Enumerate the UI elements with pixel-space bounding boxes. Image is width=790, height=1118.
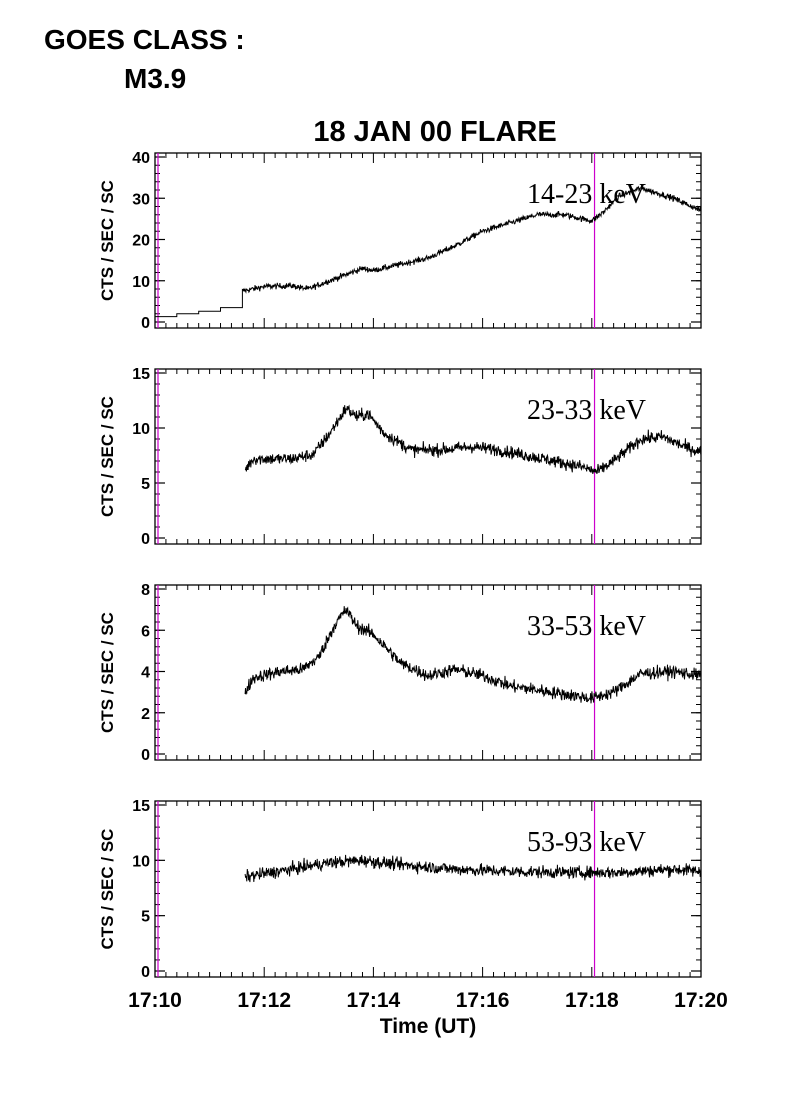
chart-title: 18 JAN 00 FLARE [313, 116, 556, 148]
goes-class-value: M3.9 [124, 63, 187, 94]
energy-band-label: 23-33 keV [527, 395, 646, 426]
x-tick-label: 17:16 [456, 989, 510, 1012]
y-tick-label: 6 [141, 623, 150, 640]
energy-band-label: 53-93 keV [527, 827, 646, 858]
y-tick-label: 10 [132, 421, 150, 438]
x-tick-label: 17:14 [347, 989, 401, 1012]
y-tick-label: 4 [141, 665, 150, 682]
y-tick-label: 5 [141, 476, 150, 493]
y-axis-label: CTS / SEC / SC [98, 612, 117, 733]
count-rate-trace [244, 854, 702, 883]
x-tick-label: 17:20 [674, 989, 728, 1012]
y-tick-label: 20 [132, 233, 150, 250]
x-tick-label: 17:18 [565, 989, 619, 1012]
y-tick-label: 40 [132, 150, 150, 167]
y-tick-label: 0 [141, 747, 150, 764]
energy-band-label: 33-53 keV [527, 611, 646, 642]
x-tick-label: 17:10 [128, 989, 182, 1012]
y-tick-label: 0 [141, 315, 150, 332]
panel-2: 0 5 10 15 CTS / SEC / SC 23-33 keV [98, 366, 702, 548]
x-axis-label: Time (UT) [380, 1015, 476, 1038]
y-tick-label: 30 [132, 191, 150, 208]
y-tick-label: 15 [132, 366, 150, 383]
y-axis-label: CTS / SEC / SC [98, 180, 117, 301]
y-tick-label: 10 [132, 853, 150, 870]
x-tick-label: 17:12 [237, 989, 291, 1012]
panel-3: 0 2 4 6 8 CTS / SEC / SC 33-53 keV [98, 582, 702, 764]
goes-class-label: GOES CLASS : [44, 24, 245, 55]
y-tick-label: 0 [141, 531, 150, 548]
count-rate-trace [244, 606, 702, 704]
y-axis-label: CTS / SEC / SC [98, 396, 117, 517]
energy-band-label: 14-23 keV [527, 179, 646, 210]
panel-4: 0 5 10 15 CTS / SEC / SC 53-93 keV 17:10 17:12 1… [98, 798, 728, 1012]
panel-1: 0 10 20 30 40 CTS / SEC / SC 14-23 keV [98, 150, 702, 332]
y-tick-label: 5 [141, 909, 150, 926]
y-axis-label: CTS / SEC / SC [98, 829, 117, 950]
count-rate-trace [244, 404, 702, 474]
y-tick-label: 2 [141, 706, 150, 723]
count-rate-trace [155, 184, 702, 318]
y-tick-label: 0 [141, 964, 150, 981]
y-tick-label: 15 [132, 798, 150, 815]
y-tick-label: 8 [141, 582, 150, 599]
y-tick-label: 10 [132, 274, 150, 291]
